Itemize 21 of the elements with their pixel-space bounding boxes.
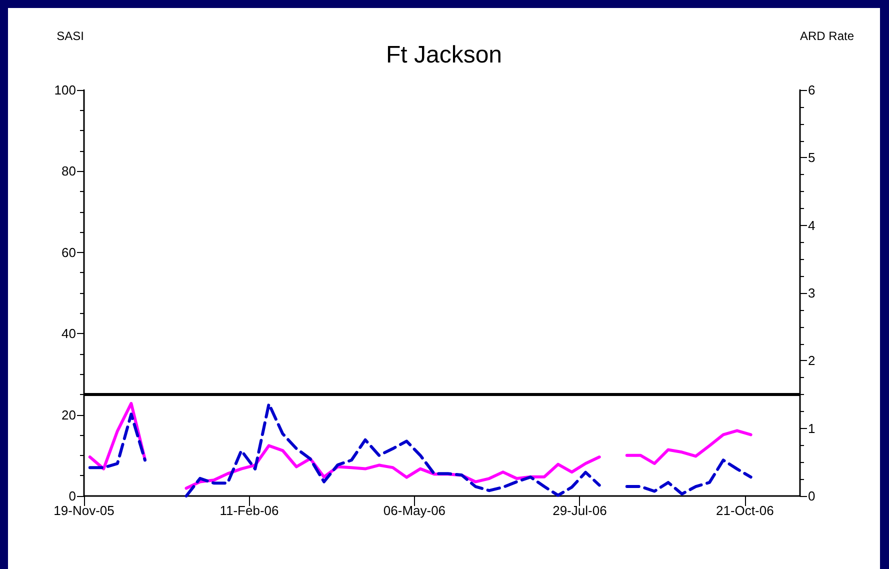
- y2-tick-label: 6: [808, 82, 816, 98]
- x-tick-label: 19-Nov-05: [54, 503, 114, 518]
- x-tick-label: 06-May-06: [383, 503, 446, 518]
- y-tick-label: 0: [68, 488, 76, 504]
- y-tick-label: 20: [62, 407, 76, 422]
- y2-tick-label: 1: [808, 420, 816, 436]
- y2-tick-label: 5: [808, 150, 816, 166]
- y-axis-title: SASI: [56, 29, 84, 43]
- y2-tick-label: 0: [808, 488, 816, 504]
- y2-tick-label: 3: [808, 286, 816, 300]
- x-tick-label: 29-Jul-06: [552, 503, 607, 518]
- y2-tick-label: 2: [808, 353, 816, 368]
- chart-title: Ft Jackson: [386, 42, 502, 68]
- y-tick-label: 40: [62, 326, 76, 342]
- x-tick-label: 11-Feb-06: [220, 503, 279, 518]
- y-tick-label: 80: [62, 164, 76, 179]
- y2-tick-label: 4: [808, 218, 816, 233]
- x-tick-label: 21-Oct-06: [716, 503, 774, 518]
- y-tick-label: 100: [54, 82, 76, 98]
- y-tick-label: 60: [62, 244, 76, 260]
- y2-axis-title: ARD Rate: [800, 29, 854, 43]
